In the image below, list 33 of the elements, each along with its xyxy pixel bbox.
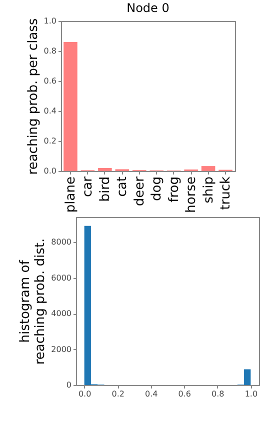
- y-tick-label: 0.2: [44, 136, 56, 146]
- y-tick-label: 0.4: [44, 106, 56, 116]
- y-tick-label: 6000: [51, 273, 72, 282]
- y-tick-label: 0.0: [44, 166, 56, 176]
- y-tick-label: 8000: [51, 238, 72, 247]
- y-tick-label: 0.8: [44, 46, 56, 56]
- x-tick-label: cat: [115, 176, 130, 197]
- y-axis-title: reaching prob. per class: [26, 18, 41, 175]
- y-tick-label: 1.0: [44, 16, 56, 26]
- y-tick-label: 2000: [51, 344, 72, 354]
- bar: [98, 168, 112, 171]
- x-tick-label: horse: [184, 176, 200, 213]
- x-tick-label: plane: [63, 176, 78, 213]
- x-tick-label: dog: [150, 176, 165, 201]
- x-tick-label: 0.8: [212, 390, 224, 398]
- chart-title: Node 0: [126, 1, 170, 15]
- x-tick-label: 0.4: [144, 390, 158, 398]
- x-tick-label: car: [80, 176, 96, 197]
- x-tick-label: ship: [201, 176, 216, 204]
- x-tick-label: 0.6: [178, 390, 192, 398]
- bar: [64, 42, 78, 171]
- x-tick-label: truck: [218, 176, 234, 210]
- y-tick-label: 0: [66, 380, 72, 390]
- bar: [201, 166, 216, 171]
- x-tick-label: bird: [98, 176, 113, 202]
- x-tick-label: frog: [166, 176, 182, 202]
- y-tick-label: 4000: [51, 309, 72, 318]
- x-tick-label: 0.0: [78, 390, 92, 398]
- y-axis-title: histogram of reaching prob. dist.: [18, 238, 48, 365]
- x-tick-label: 1.0: [244, 390, 258, 398]
- x-tick-label: deer: [132, 176, 148, 206]
- x-tick-label: 0.2: [112, 390, 124, 398]
- y-tick-label: 0.6: [44, 76, 56, 86]
